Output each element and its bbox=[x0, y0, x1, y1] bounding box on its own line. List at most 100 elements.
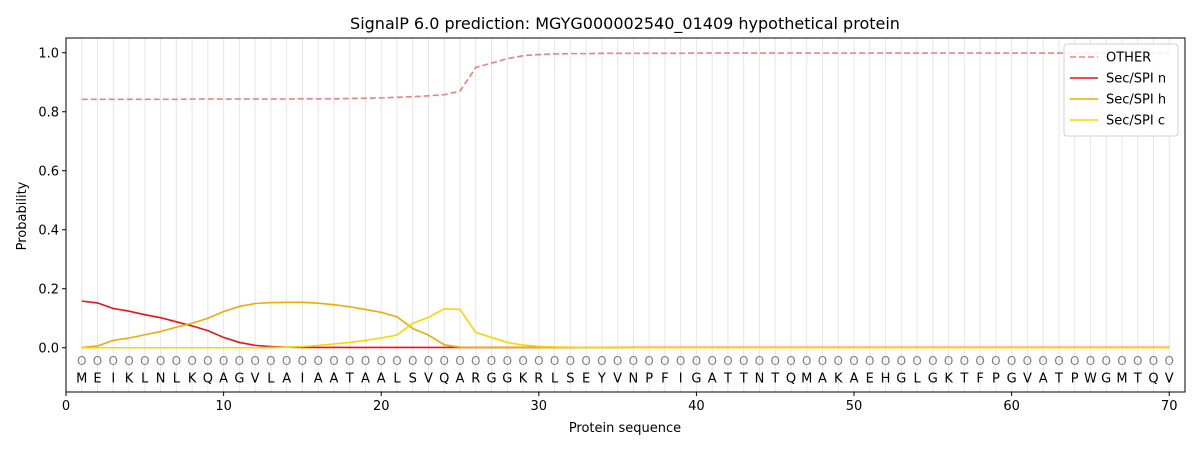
residue-label: V bbox=[1165, 371, 1174, 386]
state-label: O bbox=[187, 354, 196, 368]
residue-label: Q bbox=[786, 371, 796, 386]
residue-label: Q bbox=[439, 371, 449, 386]
y-axis-label: Probability bbox=[15, 181, 30, 250]
state-label: O bbox=[723, 354, 732, 368]
residue-label: T bbox=[1054, 371, 1063, 386]
x-tick-label: 0 bbox=[62, 399, 70, 414]
chart-title: SignalP 6.0 prediction: MGYG000002540_01… bbox=[350, 14, 900, 34]
residue-label: E bbox=[582, 371, 590, 386]
residue-label: T bbox=[770, 371, 779, 386]
state-label: O bbox=[644, 354, 653, 368]
state-label: O bbox=[235, 354, 244, 368]
residue-label: V bbox=[424, 371, 433, 386]
state-label: O bbox=[93, 354, 102, 368]
state-label: O bbox=[266, 354, 275, 368]
residue-label: T bbox=[959, 371, 968, 386]
x-tick-label: 50 bbox=[846, 399, 863, 414]
residue-label: L bbox=[141, 371, 149, 386]
state-label: O bbox=[975, 354, 984, 368]
state-label: O bbox=[581, 354, 590, 368]
series-line bbox=[81, 301, 1170, 349]
state-label: O bbox=[408, 354, 417, 368]
residue-label: V bbox=[613, 371, 622, 386]
residue-label: G bbox=[1101, 371, 1111, 386]
residue-label: A bbox=[708, 371, 717, 386]
residue-label: P bbox=[645, 371, 653, 386]
residue-label: A bbox=[361, 371, 370, 386]
residue-label: V bbox=[1023, 371, 1032, 386]
y-axis-ticks: 0.0 0.2 0.4 0.6 0.8 1.0 bbox=[38, 46, 66, 356]
state-label: O bbox=[1038, 354, 1047, 368]
state-label: O bbox=[1117, 354, 1126, 368]
state-label: O bbox=[503, 354, 512, 368]
state-label: O bbox=[140, 354, 149, 368]
series-line bbox=[81, 52, 1170, 101]
x-axis-ticks: 0 10 20 30 40 50 60 70 bbox=[62, 392, 1178, 414]
residue-label: Q bbox=[1148, 371, 1158, 386]
state-label: O bbox=[1101, 354, 1110, 368]
residue-label: I bbox=[111, 371, 115, 386]
state-label: O bbox=[912, 354, 921, 368]
series-line bbox=[81, 300, 1170, 349]
state-label: O bbox=[1133, 354, 1142, 368]
residue-label: E bbox=[866, 371, 874, 386]
x-axis-label: Protein sequence bbox=[569, 421, 681, 436]
residue-label: K bbox=[944, 371, 953, 386]
residue-label: L bbox=[173, 371, 181, 386]
residue-labels: OMOEOIOKOLONOLOKOQOAOGOVOLOAOIOAOAOTOAOA… bbox=[76, 354, 1174, 386]
residue-label: Y bbox=[597, 371, 606, 386]
residue-label: L bbox=[267, 371, 275, 386]
state-label: O bbox=[1007, 354, 1016, 368]
state-label: O bbox=[77, 354, 86, 368]
residue-label: I bbox=[679, 371, 683, 386]
residue-label: P bbox=[1071, 371, 1079, 386]
residue-label: A bbox=[377, 371, 386, 386]
state-label: O bbox=[313, 354, 322, 368]
state-label: O bbox=[1023, 354, 1032, 368]
state-label: O bbox=[707, 354, 716, 368]
residue-label: T bbox=[1133, 371, 1142, 386]
state-label: O bbox=[124, 354, 133, 368]
state-label: O bbox=[250, 354, 259, 368]
residue-label: P bbox=[992, 371, 1000, 386]
residue-label: A bbox=[282, 371, 291, 386]
state-label: O bbox=[881, 354, 890, 368]
residue-label: A bbox=[456, 371, 465, 386]
residue-label: N bbox=[755, 371, 765, 386]
state-label: O bbox=[849, 354, 858, 368]
x-tick-label: 60 bbox=[1003, 399, 1020, 414]
residue-label: F bbox=[661, 371, 668, 386]
series-lines bbox=[81, 52, 1170, 349]
residue-label: T bbox=[723, 371, 732, 386]
state-label: O bbox=[172, 354, 181, 368]
state-label: O bbox=[1054, 354, 1063, 368]
residue-label: M bbox=[1116, 371, 1127, 386]
state-label: O bbox=[1086, 354, 1095, 368]
y-tick-label: 0.6 bbox=[38, 164, 59, 179]
residue-label: A bbox=[219, 371, 228, 386]
y-tick-label: 0.4 bbox=[38, 223, 59, 238]
state-label: O bbox=[786, 354, 795, 368]
legend-label: Sec/SPI h bbox=[1106, 93, 1166, 108]
state-label: O bbox=[282, 354, 291, 368]
residue-label: A bbox=[850, 371, 859, 386]
state-label: O bbox=[818, 354, 827, 368]
legend-label: OTHER bbox=[1106, 51, 1151, 66]
residue-label: N bbox=[156, 371, 166, 386]
legend-label: Sec/SPI c bbox=[1106, 114, 1165, 129]
grid-lines bbox=[81, 38, 1170, 392]
state-label: O bbox=[1165, 354, 1174, 368]
state-label: O bbox=[471, 354, 480, 368]
residue-label: H bbox=[881, 371, 891, 386]
residue-label: G bbox=[486, 371, 496, 386]
state-label: O bbox=[865, 354, 874, 368]
y-tick-label: 1.0 bbox=[38, 46, 59, 61]
residue-label: G bbox=[1007, 371, 1017, 386]
y-tick-label: 0.8 bbox=[38, 105, 59, 120]
residue-label: V bbox=[251, 371, 260, 386]
residue-label: L bbox=[393, 371, 401, 386]
state-label: O bbox=[534, 354, 543, 368]
residue-label: Q bbox=[203, 371, 213, 386]
state-label: O bbox=[219, 354, 228, 368]
